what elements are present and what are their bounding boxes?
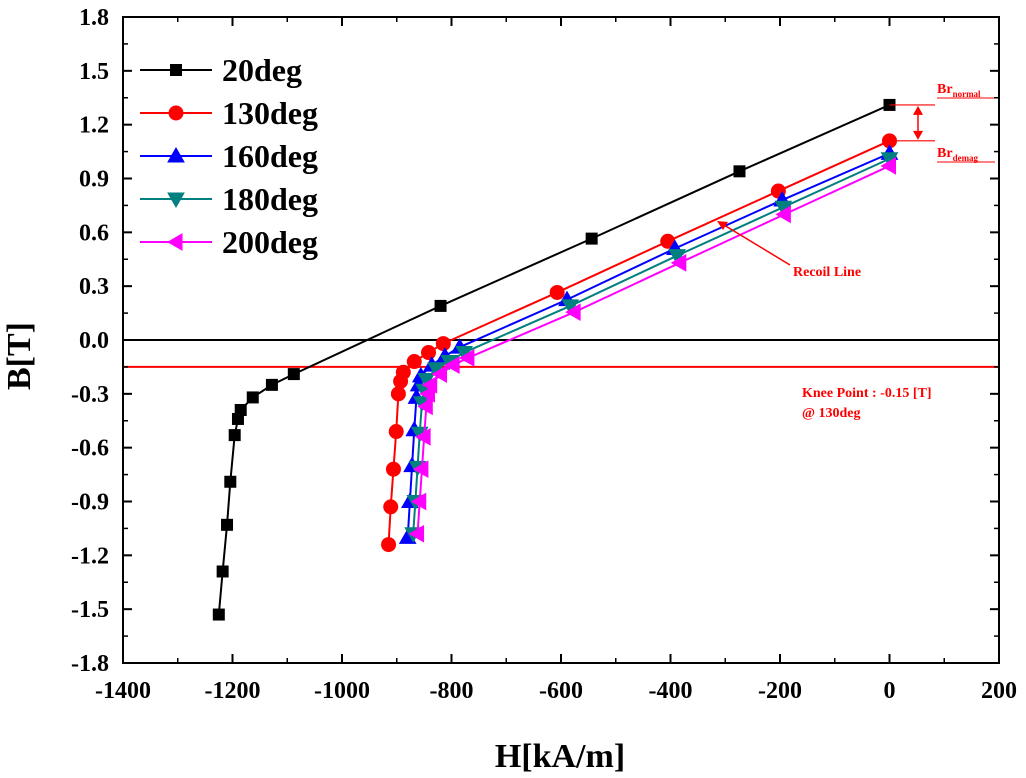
series-line-200deg	[416, 165, 890, 534]
data-point-130deg-12	[383, 499, 399, 515]
data-point-20deg-13	[212, 608, 225, 621]
y-tick-label: -0.9	[71, 490, 109, 516]
series-20deg	[212, 98, 896, 621]
data-point-20deg-3	[434, 299, 447, 312]
legend-item-160deg: 160deg	[140, 138, 318, 174]
x-tick-label: 200	[981, 678, 1017, 704]
data-point-200deg-3	[565, 303, 581, 322]
x-tick-label: -1200	[205, 678, 261, 704]
y-tick-label: -0.3	[71, 382, 109, 408]
legend-marker	[170, 64, 182, 76]
data-point-200deg-1	[775, 205, 791, 224]
x-axis-title: H[kA/m]	[495, 738, 625, 775]
data-point-20deg-1	[733, 165, 746, 178]
legend-label: 160deg	[222, 138, 318, 174]
data-point-20deg-9	[228, 429, 241, 442]
data-point-130deg-8	[393, 373, 409, 389]
legend-item-130deg: 130deg	[140, 95, 318, 131]
series-line-180deg	[412, 157, 890, 534]
br-gap-arrowhead-up	[913, 105, 923, 115]
x-tick-label: -600	[539, 678, 583, 704]
data-point-130deg-10	[388, 424, 404, 440]
x-tick-label: 0	[884, 678, 896, 704]
legend-label: 180deg	[222, 181, 318, 217]
annotations: Brnormal Brdemag Recoil Line Knee Point …	[717, 82, 995, 421]
data-point-20deg-12	[216, 565, 229, 578]
legend-label: 200deg	[222, 224, 318, 260]
y-tick-label: -1.2	[71, 543, 109, 569]
x-tick-label: -1400	[95, 678, 151, 704]
y-tick-label: 0.9	[79, 167, 109, 193]
reference-lines	[123, 339, 999, 368]
annotation-knee-point: Knee Point : -0.15 [T]	[802, 386, 931, 401]
y-tick-label: -1.8	[71, 651, 109, 677]
legend-item-200deg: 200deg	[140, 224, 318, 260]
series-200deg	[408, 157, 896, 543]
legend: 20deg 130deg 160deg 180deg 200deg	[140, 52, 318, 260]
x-tick-label: -800	[430, 678, 474, 704]
y-tick-label: -1.5	[71, 597, 109, 623]
series-160deg	[398, 144, 899, 544]
legend-marker	[168, 105, 184, 121]
x-tick-label: -200	[758, 678, 802, 704]
data-point-130deg-13	[381, 537, 397, 553]
y-tick-label: 0.0	[79, 328, 109, 354]
y-tick-label: 0.6	[79, 220, 109, 246]
series-layer	[212, 98, 899, 621]
data-point-20deg-8	[231, 412, 244, 425]
data-point-200deg-12	[410, 492, 427, 511]
axis-ticks: -1400 -1200 -1000 -800 -600 -400 -200 0 200 1.8 1.…	[71, 5, 1017, 704]
legend-marker	[167, 146, 185, 163]
data-point-180deg-2	[668, 249, 686, 265]
y-tick-label: 1.5	[79, 59, 109, 85]
data-point-130deg-6	[406, 354, 422, 370]
recoil-pointer	[723, 224, 791, 266]
annotation-br-demag: Brdemag	[937, 146, 979, 163]
annotation-knee-temp: @ 130deg	[802, 406, 861, 421]
y-tick-label: 1.2	[79, 113, 109, 139]
y-tick-label: -0.6	[71, 436, 109, 462]
data-point-20deg-6	[246, 391, 259, 404]
legend-item-20deg: 20deg	[140, 52, 302, 88]
data-point-200deg-4	[458, 349, 475, 367]
legend-item-180deg: 180deg	[140, 181, 318, 217]
legend-marker	[166, 233, 183, 251]
y-tick-label: 0.3	[79, 274, 109, 300]
x-tick-label: -400	[649, 678, 693, 704]
data-point-200deg-2	[670, 253, 687, 272]
y-tick-label: 1.8	[79, 5, 109, 31]
data-point-20deg-2	[585, 232, 598, 245]
data-point-200deg-11	[412, 460, 429, 479]
data-point-200deg-0	[880, 157, 896, 175]
annotation-br-normal: Brnormal	[937, 82, 981, 99]
y-axis-title: B[T]	[1, 322, 38, 390]
legend-marker	[167, 192, 185, 209]
recoil-arrowhead	[717, 221, 728, 230]
data-point-130deg-3	[549, 284, 565, 300]
data-point-130deg-11	[385, 461, 401, 477]
legend-label: 130deg	[222, 95, 318, 131]
data-point-20deg-11	[221, 518, 234, 531]
data-point-20deg-4	[287, 368, 300, 381]
data-point-200deg-13	[408, 524, 425, 543]
series-line-20deg	[217, 104, 890, 615]
legend-label: 20deg	[222, 52, 302, 88]
br-gap-arrowhead-down	[913, 130, 923, 140]
data-point-200deg-5	[444, 356, 460, 374]
data-point-200deg-9	[417, 397, 433, 416]
data-point-130deg-4	[435, 336, 451, 352]
series-130deg	[381, 133, 897, 553]
data-point-200deg-8	[419, 384, 436, 403]
data-point-130deg-5	[421, 345, 437, 361]
annotation-recoil-line: Recoil Line	[793, 265, 861, 280]
data-point-20deg-10	[224, 475, 237, 488]
x-tick-label: -1000	[314, 678, 370, 704]
data-point-200deg-10	[415, 428, 431, 446]
data-point-20deg-5	[265, 378, 278, 391]
data-point-180deg-3	[561, 299, 580, 315]
data-point-200deg-6	[431, 365, 448, 383]
data-point-130deg-9	[390, 386, 406, 402]
